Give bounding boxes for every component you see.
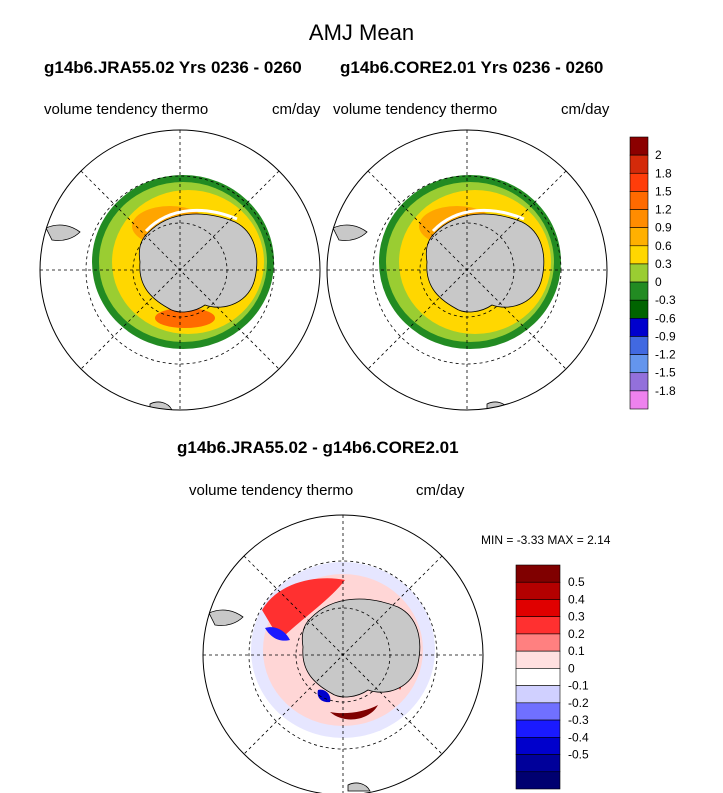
- colorbar-diff-tick-label: -0.1: [568, 679, 589, 693]
- colorbar-top-swatch: [629, 299, 649, 319]
- colorbar-top-tick-label: -1.5: [655, 366, 676, 380]
- graticule: [40, 130, 320, 410]
- colorbar-top-tick-label: 0.9: [655, 221, 672, 235]
- colorbar-diff-tick-label: 0.1: [568, 644, 585, 658]
- colorbar-top-tick-label: 0.6: [655, 239, 672, 253]
- min-value: -3.33: [516, 533, 545, 547]
- min-max-readout: MIN = -3.33 MAX = 2.14: [481, 533, 610, 547]
- colorbar-diff-swatch: [515, 754, 561, 773]
- colorbar-top: 2 1.8 1.5 1.2 0.9 0.6 0.3 0 -0.3 -0.6 -0.9 -1.2 -1.5…: [629, 136, 676, 410]
- colorbar-diff-swatch: [515, 771, 561, 790]
- colorbar-top-swatch: [629, 281, 649, 301]
- colorbar-diff-tick-label: -0.4: [568, 730, 589, 744]
- colorbar-top-swatch: [629, 372, 649, 392]
- colorbar-top-swatch: [629, 227, 649, 247]
- left-units-label: cm/day: [272, 101, 321, 118]
- colorbar-diff-swatch: [515, 633, 561, 652]
- antarctica-landmass: [301, 598, 421, 698]
- colorbar-top-swatch: [629, 172, 649, 192]
- ice-shelf-edge: [144, 208, 238, 233]
- colorbar-diff-swatch: [515, 702, 561, 721]
- left-panel-title: g14b6.JRA55.02 Yrs 0236 - 0260: [44, 58, 302, 77]
- graticule: [327, 130, 607, 410]
- colorbar-top-tick-label: -0.3: [655, 293, 676, 307]
- colorbar-top-swatch: [629, 245, 649, 265]
- diff-positive-region: [262, 578, 345, 640]
- colorbar-diff-swatch: [515, 581, 561, 600]
- colorbar-top-swatch: [629, 191, 649, 210]
- colorbar-top-tick-label: 1.5: [655, 184, 672, 198]
- australia-landmass: [347, 782, 371, 792]
- colorbar-diff-tick-label: 0.5: [568, 575, 585, 589]
- colorbar-top-swatch: [629, 154, 649, 174]
- colorbar-diff-tick-label: 0.2: [568, 627, 585, 641]
- max-label: MAX =: [547, 533, 584, 547]
- colorbar-diff-tick-label: -0.3: [568, 713, 589, 727]
- left-variable-label: volume tendency thermo: [44, 101, 209, 118]
- colorbar-top-swatch: [629, 318, 649, 337]
- antarctica-landmass: [138, 213, 258, 313]
- diff-negative-region: [265, 627, 290, 641]
- south-america-landmass: [332, 224, 368, 241]
- colorbar-top-swatch: [629, 263, 649, 283]
- right-polar-map: [326, 129, 608, 411]
- colorbar-diff-swatch: [515, 737, 561, 755]
- south-america-landmass: [208, 609, 244, 626]
- colorbar-diff-tick-label: 0: [568, 661, 575, 675]
- colorbar-top-swatch: [629, 354, 649, 374]
- ice-shelf-edge: [431, 208, 525, 233]
- colorbar-top-tick-label: 2: [655, 148, 662, 162]
- colorbar-diff-tick-label: 0.4: [568, 592, 585, 606]
- diff-variable-label: volume tendency thermo: [189, 482, 354, 499]
- min-label: MIN =: [481, 533, 514, 547]
- diff-negative-region: [317, 689, 331, 703]
- difference-polar-map: [202, 514, 484, 793]
- right-panel-title: g14b6.CORE2.01 Yrs 0236 - 0260: [340, 58, 604, 77]
- diff-units-label: cm/day: [416, 482, 465, 499]
- colorbar-top-swatch: [629, 136, 649, 156]
- colorbar-diff-tick-label: -0.2: [568, 696, 589, 710]
- colorbar-diff-swatch: [515, 685, 561, 704]
- colorbar-diff-swatch: [515, 719, 561, 738]
- colorbar-diff-swatch: [515, 668, 561, 686]
- graticule: [203, 515, 483, 793]
- colorbar-difference: 0.5 0.4 0.3 0.2 0.1 0 -0.1 -0.2 -0.3 -0.4 -0.5: [515, 564, 589, 790]
- colorbar-diff-swatch: [515, 564, 561, 583]
- colorbar-top-tick-label: -0.6: [655, 311, 676, 325]
- colorbar-diff-tick-label: 0.3: [568, 610, 585, 624]
- right-variable-label: volume tendency thermo: [333, 101, 498, 118]
- colorbar-top-tick-label: 0.3: [655, 257, 672, 271]
- south-america-landmass: [45, 224, 81, 241]
- left-polar-map: [39, 129, 321, 411]
- diff-panel-title: g14b6.JRA55.02 - g14b6.CORE2.01: [177, 438, 459, 457]
- antarctica-landmass: [425, 213, 545, 313]
- max-value: 2.14: [587, 533, 611, 547]
- colorbar-diff-swatch: [515, 650, 561, 669]
- colorbar-diff-tick-label: -0.5: [568, 748, 589, 762]
- colorbar-top-tick-label: -1.2: [655, 348, 676, 362]
- right-units-label: cm/day: [561, 101, 610, 118]
- colorbar-top-tick-label: 0: [655, 275, 662, 289]
- colorbar-top-tick-label: -1.8: [655, 384, 676, 398]
- diff-strong-positive-region: [330, 705, 378, 720]
- colorbar-top-tick-label: -0.9: [655, 329, 676, 343]
- colorbar-top-swatch: [629, 390, 649, 410]
- colorbar-diff-swatch: [515, 599, 561, 617]
- sea-ice-band-core: [155, 308, 215, 328]
- colorbar-top-swatch: [629, 209, 649, 228]
- colorbar-top-tick-label: 1.8: [655, 166, 672, 180]
- main-title: AMJ Mean: [308, 20, 415, 45]
- colorbar-diff-swatch: [515, 616, 561, 635]
- colorbar-top-swatch: [629, 336, 649, 355]
- colorbar-top-tick-label: 1.2: [655, 203, 672, 217]
- australia-landmass: [486, 401, 510, 410]
